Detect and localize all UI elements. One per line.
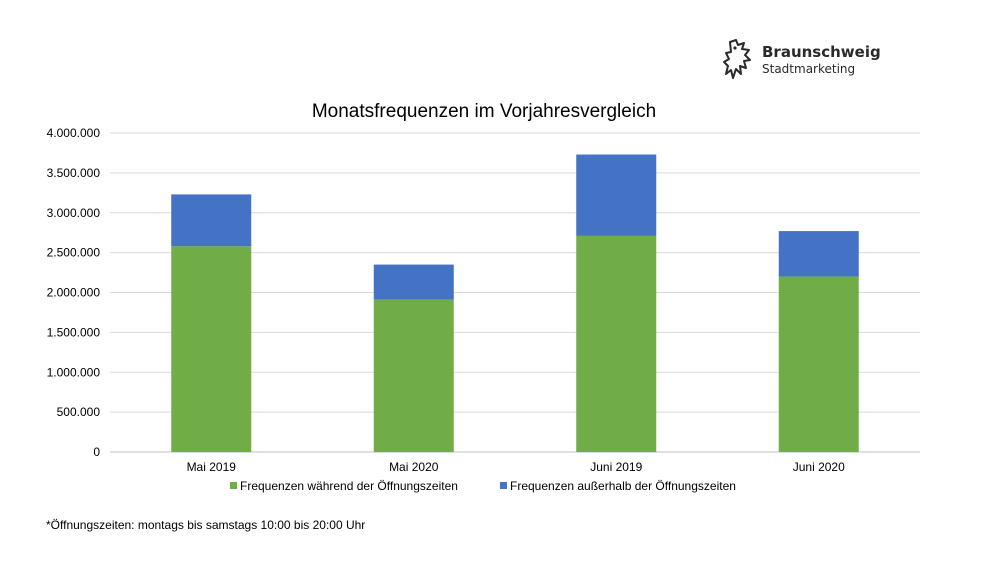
bar-opening-hours xyxy=(778,276,859,452)
x-tick-label: Juni 2019 xyxy=(590,460,642,474)
legend-swatch xyxy=(230,482,237,489)
bar-opening-hours xyxy=(373,299,454,452)
bar-opening-hours xyxy=(576,235,657,452)
y-tick-label: 0 xyxy=(93,445,100,459)
legend-label: Frequenzen außerhalb der Öffnungszeiten xyxy=(510,479,736,493)
legend-swatch xyxy=(500,482,507,489)
bar-outside-hours xyxy=(778,231,859,277)
bar-opening-hours xyxy=(171,246,252,452)
y-tick-label: 3.500.000 xyxy=(47,166,101,180)
y-tick-label: 3.000.000 xyxy=(47,206,101,220)
bars xyxy=(171,154,859,452)
legend-label: Frequenzen während der Öffnungszeiten xyxy=(240,479,458,493)
logo: Braunschweig Stadtmarketing xyxy=(722,38,881,82)
chart-title: Monatsfrequenzen im Vorjahresvergleich xyxy=(312,101,656,122)
logo-title: Braunschweig xyxy=(762,43,881,62)
y-tick-label: 2.500.000 xyxy=(47,246,101,260)
y-tick-label: 4.000.000 xyxy=(47,126,101,140)
bar-outside-hours xyxy=(373,264,454,300)
footnote: *Öffnungszeiten: montags bis samstags 10… xyxy=(46,518,366,532)
y-tick-label: 1.500.000 xyxy=(47,325,101,339)
logo-subtitle: Stadtmarketing xyxy=(762,61,856,76)
lion-icon xyxy=(723,39,751,79)
y-tick-label: 2.000.000 xyxy=(47,286,101,300)
y-tick-label: 1.000.000 xyxy=(47,365,101,379)
x-axis: Mai 2019 Mai 2020 Juni 2019 Juni 2020 xyxy=(187,460,846,474)
bar-outside-hours xyxy=(171,194,252,247)
x-tick-label: Juni 2020 xyxy=(793,460,845,474)
legend: Frequenzen während der Öffnungszeiten Fre… xyxy=(230,479,736,493)
bar-outside-hours xyxy=(576,154,657,236)
y-tick-label: 500.000 xyxy=(57,405,101,419)
y-axis: 0 500.000 1.000.000 1.500.000 2.000.000 2.500… xyxy=(47,126,101,459)
x-tick-label: Mai 2020 xyxy=(389,460,439,474)
x-tick-label: Mai 2019 xyxy=(187,460,237,474)
